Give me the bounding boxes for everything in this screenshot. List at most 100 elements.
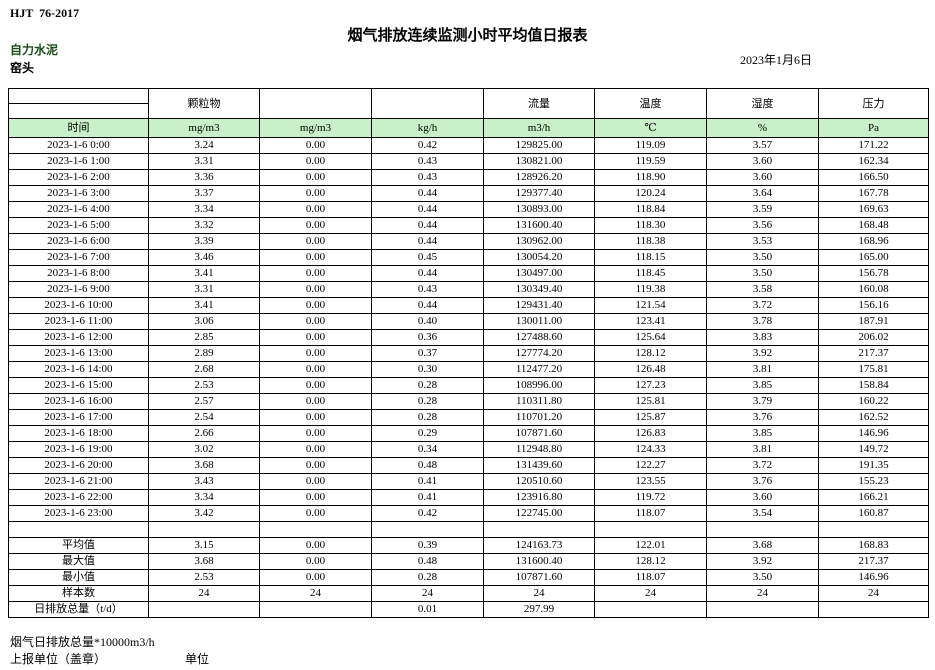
value-cell: 126.83: [594, 425, 707, 442]
value-cell: 118.84: [594, 201, 707, 218]
value-cell: 0.00: [259, 553, 372, 570]
value-cell: 124163.73: [483, 537, 595, 554]
time-cell: 2023-1-6 22:00: [8, 489, 149, 506]
value-cell: 110311.80: [483, 393, 595, 410]
time-cell: 2023-1-6 6:00: [8, 233, 149, 250]
value-cell: 0.00: [259, 265, 372, 282]
value-cell: 3.81: [706, 441, 819, 458]
value-cell: 167.78: [818, 185, 929, 202]
time-cell: 2023-1-6 15:00: [8, 377, 149, 394]
value-cell: 3.58: [706, 281, 819, 298]
value-cell: 3.02: [148, 441, 260, 458]
value-cell: 129377.40: [483, 185, 595, 202]
value-cell: 217.37: [818, 345, 929, 362]
value-cell: 118.07: [594, 505, 707, 522]
summary-row: 平均值 3.15 0.00 0.39 124163.73 122.01 3.68 168.83: [8, 537, 929, 554]
summary-row: 最小值 2.53 0.00 0.28 107871.60 118.07 3.50 146.96: [8, 569, 929, 586]
value-cell: 158.84: [818, 377, 929, 394]
value-cell: 2.89: [148, 345, 260, 362]
time-cell: 2023-1-6 21:00: [8, 473, 149, 490]
table-row: 2023-1-6 1:00 3.31 0.00 0.43 130821.00 119.59…: [8, 153, 929, 170]
value-cell: 122.27: [594, 457, 707, 474]
value-cell: 3.68: [706, 537, 819, 554]
value-cell: 122745.00: [483, 505, 595, 522]
value-cell: 2.53: [148, 377, 260, 394]
value-cell: 3.60: [706, 169, 819, 186]
value-cell: 24: [706, 585, 819, 602]
value-cell: 107871.60: [483, 569, 595, 586]
value-cell: [259, 601, 372, 618]
value-cell: 0.00: [259, 505, 372, 522]
value-cell: 0.37: [371, 345, 484, 362]
value-cell: 126.48: [594, 361, 707, 378]
value-cell: 0.42: [371, 137, 484, 154]
value-cell: 119.09: [594, 137, 707, 154]
value-cell: 3.32: [148, 217, 260, 234]
value-cell: 0.01: [371, 601, 484, 618]
value-cell: 118.15: [594, 249, 707, 266]
value-cell: [148, 601, 260, 618]
value-cell: 112477.20: [483, 361, 595, 378]
table-head: 颗粒物 流量 温度 湿度 压力 时间 mg/m3 mg/m3 kg/h m3/h…: [8, 88, 929, 138]
report-table: 颗粒物 流量 温度 湿度 压力 时间 mg/m3 mg/m3 kg/h m3/h…: [8, 88, 929, 618]
value-cell: 131600.40: [483, 553, 595, 570]
value-cell: [371, 521, 484, 538]
company-name: 自力水泥: [10, 43, 59, 57]
value-cell: 168.96: [818, 233, 929, 250]
value-cell: 0.00: [259, 425, 372, 442]
unit-header-cell: kg/h: [371, 118, 484, 138]
value-cell: 0.28: [371, 569, 484, 586]
summary-label-cell: 最小值: [8, 569, 149, 586]
value-cell: 149.72: [818, 441, 929, 458]
report-unit-label: 上报单位（盖章）: [10, 652, 107, 666]
value-cell: 3.50: [706, 569, 819, 586]
value-cell: 3.83: [706, 329, 819, 346]
group-header-cell: 颗粒物: [148, 88, 260, 119]
value-cell: 0.00: [259, 297, 372, 314]
value-cell: 175.81: [818, 361, 929, 378]
table-row: 2023-1-6 7:00 3.46 0.00 0.45 130054.20 118.15…: [8, 249, 929, 266]
table-row: 2023-1-6 11:00 3.06 0.00 0.40 130011.00 123.4…: [8, 313, 929, 330]
value-cell: 3.72: [706, 297, 819, 314]
time-cell: 2023-1-6 0:00: [8, 137, 149, 154]
table-row: 2023-1-6 13:00 2.89 0.00 0.37 127774.20 128.1…: [8, 345, 929, 362]
station-name: 窑头: [10, 61, 35, 75]
value-cell: 3.92: [706, 345, 819, 362]
value-cell: 3.43: [148, 473, 260, 490]
table-row: 2023-1-6 21:00 3.43 0.00 0.41 120510.60 123.5…: [8, 473, 929, 490]
table-row: 2023-1-6 10:00 3.41 0.00 0.44 129431.40 121.5…: [8, 297, 929, 314]
value-cell: 0.44: [371, 217, 484, 234]
value-cell: 3.46: [148, 249, 260, 266]
unit-label: 单位: [185, 652, 210, 666]
time-cell: 2023-1-6 2:00: [8, 169, 149, 186]
table-row: 2023-1-6 0:00 3.24 0.00 0.42 129825.00 119.09…: [8, 137, 929, 154]
value-cell: 160.87: [818, 505, 929, 522]
value-cell: 0.00: [259, 377, 372, 394]
value-cell: 3.34: [148, 201, 260, 218]
time-cell: 2023-1-6 1:00: [8, 153, 149, 170]
table-row: 2023-1-6 20:00 3.68 0.00 0.48 131439.60 122.2…: [8, 457, 929, 474]
value-cell: 0.00: [259, 249, 372, 266]
value-cell: 166.21: [818, 489, 929, 506]
value-cell: 3.39: [148, 233, 260, 250]
standard-code: HJT 76-2017: [10, 6, 80, 20]
value-cell: 129825.00: [483, 137, 595, 154]
table-row: 2023-1-6 16:00 2.57 0.00 0.28 110311.80 125.8…: [8, 393, 929, 410]
time-cell: 2023-1-6 18:00: [8, 425, 149, 442]
value-cell: 0.41: [371, 473, 484, 490]
value-cell: 118.45: [594, 265, 707, 282]
value-cell: 119.38: [594, 281, 707, 298]
value-cell: 0.40: [371, 313, 484, 330]
value-cell: 0.00: [259, 201, 372, 218]
value-cell: 3.92: [706, 553, 819, 570]
unit-header-row: 时间 mg/m3 mg/m3 kg/h m3/h ℃ % Pa: [8, 118, 929, 138]
value-cell: 125.64: [594, 329, 707, 346]
value-cell: [594, 601, 707, 618]
time-cell: 2023-1-6 10:00: [8, 297, 149, 314]
summary-row: 日排放总量（t/d） 0.01 297.99: [8, 601, 929, 618]
value-cell: 0.00: [259, 409, 372, 426]
value-cell: 160.08: [818, 281, 929, 298]
value-cell: 130011.00: [483, 313, 595, 330]
value-cell: 0.28: [371, 377, 484, 394]
